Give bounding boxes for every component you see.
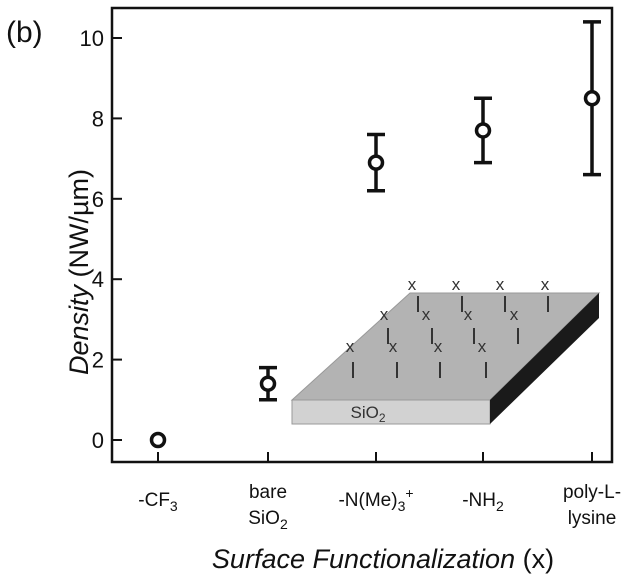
surface-group-mark: x bbox=[478, 337, 487, 356]
x-axis-title: Surface Functionalization (x) bbox=[212, 544, 554, 574]
surface-group-mark: x bbox=[389, 337, 398, 356]
substrate-front bbox=[292, 400, 490, 424]
surface-group-mark: x bbox=[346, 337, 355, 356]
surface-group-mark: x bbox=[452, 275, 461, 294]
x-axis-title-main: Surface Functionalization bbox=[212, 544, 515, 574]
x-tick-label: -N(Me)3+ bbox=[338, 485, 413, 514]
y-tick-label: 10 bbox=[80, 26, 104, 51]
data-point bbox=[586, 92, 599, 105]
surface-group-mark: x bbox=[541, 275, 550, 294]
x-tick-label: -CF3 bbox=[138, 490, 178, 514]
x-tick-label: bare bbox=[249, 482, 287, 503]
surface-group-mark: x bbox=[510, 305, 519, 324]
x-axis-ticks: -CF3 bare SiO2 -N(Me)3+ -NH2 poly-L-lysine bbox=[138, 452, 621, 532]
surface-group-mark: x bbox=[422, 305, 431, 324]
x-tick-label-line2: lysine bbox=[568, 508, 617, 529]
panel-label: (b) bbox=[6, 16, 43, 49]
x-axis-title-unit: (x) bbox=[515, 544, 554, 574]
data-point bbox=[477, 124, 490, 137]
surface-group-mark: x bbox=[408, 275, 417, 294]
y-axis-title: Density (NW/µm) bbox=[64, 169, 94, 375]
y-tick-label: 0 bbox=[92, 428, 104, 453]
y-axis-title-main: Density bbox=[64, 283, 94, 375]
data-point bbox=[152, 434, 165, 447]
x-tick-label: -NH2 bbox=[462, 490, 504, 514]
x-tick-label: poly-L- bbox=[563, 482, 621, 503]
surface-group-mark: x bbox=[380, 305, 389, 324]
surface-group-mark: x bbox=[464, 305, 473, 324]
y-tick-label: 8 bbox=[92, 106, 104, 131]
data-point bbox=[370, 156, 383, 169]
y-axis-title-unit: (NW/µm) bbox=[64, 169, 94, 285]
surface-group-mark: x bbox=[496, 275, 505, 294]
data-point bbox=[262, 377, 275, 390]
x-tick-label-line2: SiO2 bbox=[248, 508, 288, 532]
surface-group-mark: x bbox=[434, 337, 443, 356]
